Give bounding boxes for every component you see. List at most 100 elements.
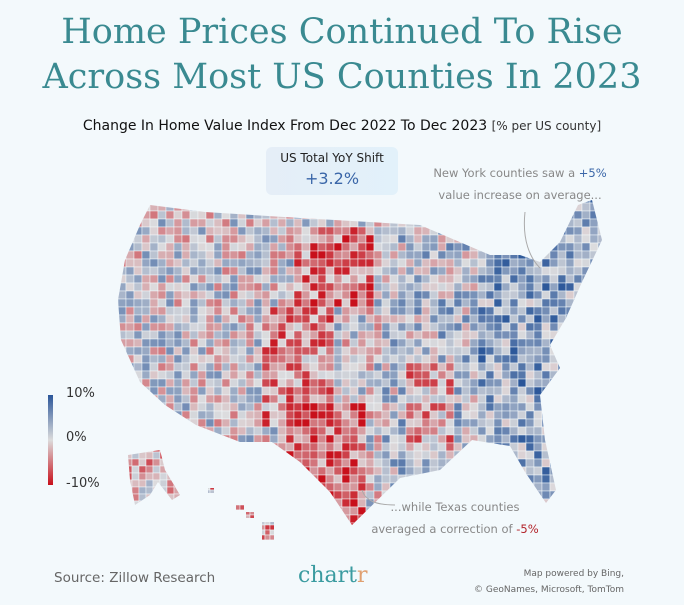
county-cell [261,514,271,524]
county-cell [173,506,183,516]
county-cell [229,218,239,228]
county-cell [221,330,231,340]
county-cell [118,306,119,316]
county-cell [229,529,236,536]
county-cell [373,258,383,268]
county-cell [229,258,239,268]
county-cell [541,282,551,292]
county-cell [301,418,311,428]
county-cell [141,442,151,452]
county-cell [373,298,383,308]
county-cell [197,394,207,404]
county-cell [589,482,599,492]
county-cell [264,524,271,531]
county-cell [461,306,471,316]
county-cell [173,486,180,495]
county-cell [485,226,495,236]
county-cell [165,410,175,420]
county-cell [205,298,215,308]
county-cell [357,410,367,420]
county-cell [445,386,455,396]
county-cell [285,346,295,356]
county-cell [213,506,223,516]
county-cell [365,402,375,412]
county-cell [293,322,303,332]
county-cell [357,306,367,316]
county-cell [173,465,180,474]
county-cell [557,514,567,524]
county-cell [589,522,599,525]
county-cell [237,314,247,324]
county-cell [589,474,599,484]
county-cell [181,346,191,356]
county-cell [541,226,551,236]
county-cell [333,514,343,524]
county-cell [397,450,407,460]
county-cell [189,306,199,316]
county-cell [249,509,256,516]
county-cell [189,314,199,324]
county-cell [166,450,175,453]
county-cell [341,354,351,364]
county-cell [565,298,575,308]
county-cell [219,504,226,511]
county-cell [341,338,351,348]
badge-value: +3.2% [304,169,360,188]
county-cell [118,314,127,324]
county-cell [581,482,591,492]
county-cell [277,314,287,324]
county-cell [357,394,367,404]
county-cell [239,519,246,526]
county-cell [389,466,399,476]
county-cell [525,434,535,444]
county-cell [285,314,295,324]
county-cell [509,266,519,276]
county-cell [549,458,559,468]
county-cell [501,482,511,492]
county-cell [357,274,367,284]
county-cell [389,482,399,492]
county-cell [234,499,241,506]
county-cell [589,266,599,276]
county-cell [118,338,119,348]
county-cell [152,458,161,467]
county-cell [118,330,127,340]
county-cell [405,266,415,276]
county-cell [133,338,143,348]
county-cell [421,266,431,276]
county-cell [381,482,391,492]
county-cell [165,514,175,524]
county-cell [269,418,279,428]
county-cell [285,338,295,348]
county-cell [141,402,151,412]
county-cell [541,298,551,308]
county-cell [173,234,183,244]
county-cell [214,489,221,496]
county-cell [245,330,255,340]
county-cell [261,314,271,324]
county-cell [277,442,287,452]
county-cell [413,266,423,276]
county-cell [309,266,319,276]
county-cell [589,442,599,452]
county-cell [197,330,207,340]
county-cell [606,451,614,459]
county-cell [525,314,535,324]
county-cell [181,501,188,508]
county-cell [221,298,231,308]
county-cell [333,522,343,525]
county-cell [357,258,367,268]
county-cell [149,442,159,452]
county-cell [219,529,226,536]
county-cell [557,370,567,380]
county-cell [469,218,479,228]
county-cell [533,282,543,292]
county-cell [421,258,431,268]
county-cell [461,410,471,420]
county-cell [208,499,211,506]
county-cell [445,442,455,452]
county-cell [365,258,375,268]
county-cell [173,314,183,324]
county-cell [173,378,183,388]
county-cell [209,509,216,516]
